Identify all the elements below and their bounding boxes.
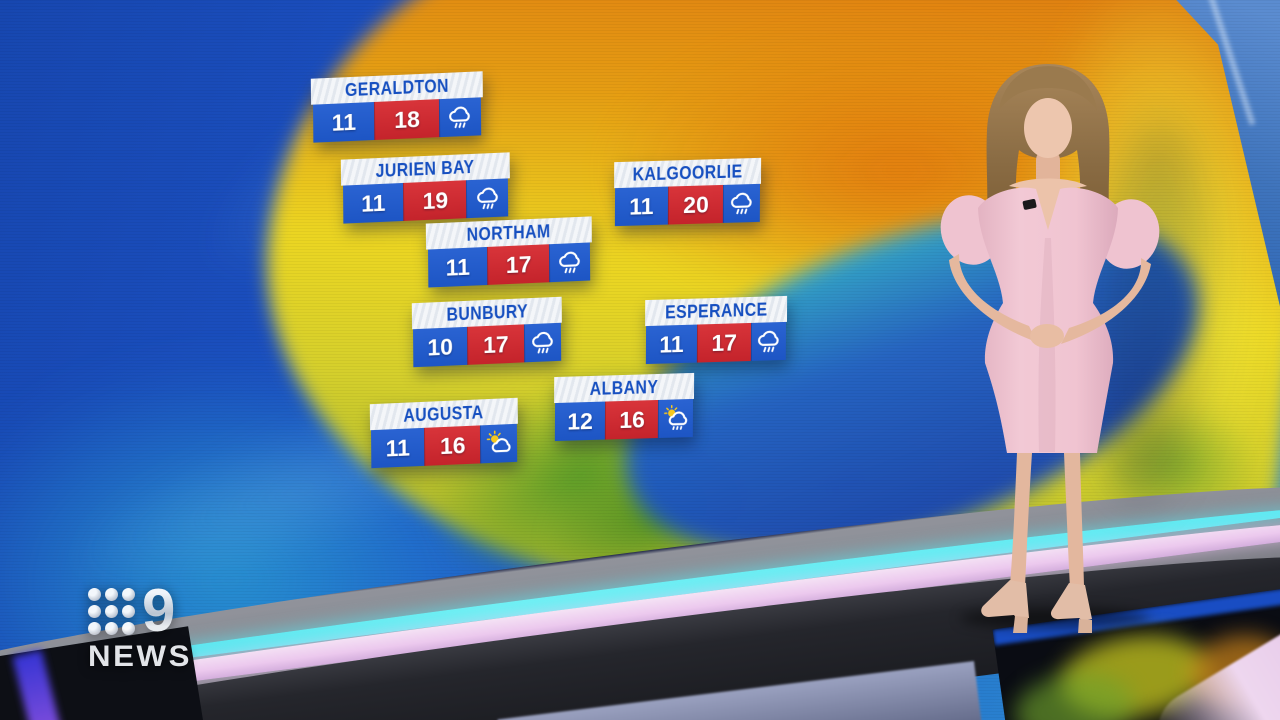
city-name: GERALDTON [344, 75, 449, 100]
weather-label-geraldton: GERALDTON 11 18 [311, 71, 483, 143]
logo-dot [88, 604, 101, 618]
showers-icon [449, 106, 471, 129]
logo-dot [105, 604, 118, 618]
presenter-hair-front [999, 66, 1097, 110]
presenter-figure [940, 64, 1160, 633]
high-temperature: 19 [403, 180, 467, 221]
presenter-shoe-right [1050, 583, 1092, 621]
temperature-row: 11 19 [343, 178, 509, 224]
high-temperature: 18 [374, 99, 439, 141]
forecast-icon-cell [750, 321, 787, 361]
temperature-row: 10 17 [413, 322, 562, 368]
city-name: KALGOORLIE [632, 160, 743, 185]
city-name: ALBANY [589, 376, 659, 399]
low-temperature: 11 [428, 246, 488, 288]
logo-dot [88, 587, 101, 601]
partly-cloudy-showers-icon [663, 404, 688, 431]
city-name: BUNBURY [445, 300, 528, 325]
low-temperature: 10 [413, 326, 468, 368]
temperature-row: 12 16 [554, 398, 694, 442]
weather-label-northam: NORTHAM 11 17 [426, 216, 592, 288]
presenter-shoe-right-heel [1078, 619, 1092, 633]
high-temperature: 20 [667, 184, 724, 225]
city-name: AUGUSTA [403, 401, 484, 426]
forecast-icon-cell [438, 97, 482, 138]
city-name: ESPERANCE [664, 298, 768, 323]
nine-news-logo: 9 NEWS [88, 577, 208, 674]
temperature-row: 11 18 [313, 97, 482, 143]
presenter-dress [978, 187, 1118, 453]
forecast-icon-cell [657, 398, 694, 439]
lapel-microphone [1022, 199, 1037, 210]
weather-label-kalgoorlie: KALGOORLIE 11 20 [613, 157, 762, 227]
logo-dot [105, 621, 118, 635]
showers-icon [731, 192, 752, 215]
low-temperature: 11 [645, 324, 698, 365]
low-temperature: 11 [371, 427, 425, 469]
weather-label-jurien-bay: JURIEN BAY 11 19 [341, 152, 510, 224]
high-temperature: 17 [696, 322, 751, 363]
presenter-shoe-left [981, 580, 1029, 619]
presenter-shoe-left-heel [1013, 616, 1028, 633]
logo-dot [122, 621, 135, 635]
weather-label-albany: ALBANY 12 16 [553, 372, 695, 442]
forecast-icon-cell [723, 183, 760, 223]
logo-dot [122, 604, 135, 618]
presenter-face [1024, 98, 1072, 158]
showers-icon [476, 187, 498, 210]
high-temperature: 16 [424, 425, 481, 466]
showers-icon [757, 330, 779, 353]
weather-label-augusta: AUGUSTA 11 16 [369, 397, 519, 469]
forecast-icon-cell [466, 178, 509, 219]
low-temperature: 11 [343, 182, 404, 224]
city-name: NORTHAM [466, 220, 551, 245]
forecast-icon-cell [479, 423, 518, 464]
nine-numeral: 9 [142, 577, 176, 644]
logo-dot [88, 621, 101, 635]
presenter-leg-left [1010, 453, 1032, 587]
logo-dot [105, 587, 118, 601]
high-temperature: 16 [605, 399, 659, 440]
logo-dot [122, 587, 135, 601]
low-temperature: 11 [313, 101, 375, 143]
showers-icon [559, 251, 580, 274]
weather-presenter [933, 58, 1167, 633]
presenter-forearm-right [1061, 258, 1151, 344]
showers-icon [531, 331, 553, 354]
news-wordmark: NEWS [88, 640, 192, 673]
low-temperature: 11 [614, 186, 668, 227]
high-temperature: 17 [466, 324, 524, 365]
presenter-leg-right [1064, 453, 1084, 588]
nine-dots-grid [88, 587, 135, 635]
temperature-row: 11 20 [614, 183, 760, 227]
forecast-icon-cell [523, 322, 562, 363]
nine-logo-mark: 9 [88, 577, 208, 644]
city-name: JURIEN BAY [375, 156, 475, 181]
temperature-row: 11 17 [428, 242, 591, 288]
high-temperature: 17 [487, 244, 550, 285]
temperature-row: 11 17 [645, 321, 787, 365]
temperature-row: 11 16 [371, 423, 518, 469]
presenter-forearm-left [949, 254, 1037, 342]
weather-label-esperance: ESPERANCE 11 17 [644, 295, 788, 365]
presenter-chest [1009, 178, 1087, 232]
forecast-icon-cell [548, 242, 591, 283]
low-temperature: 12 [554, 401, 606, 442]
weather-label-bunbury: BUNBURY 10 17 [411, 296, 563, 368]
partly-cloudy-icon [486, 429, 511, 453]
presenter-hands [1030, 324, 1064, 348]
